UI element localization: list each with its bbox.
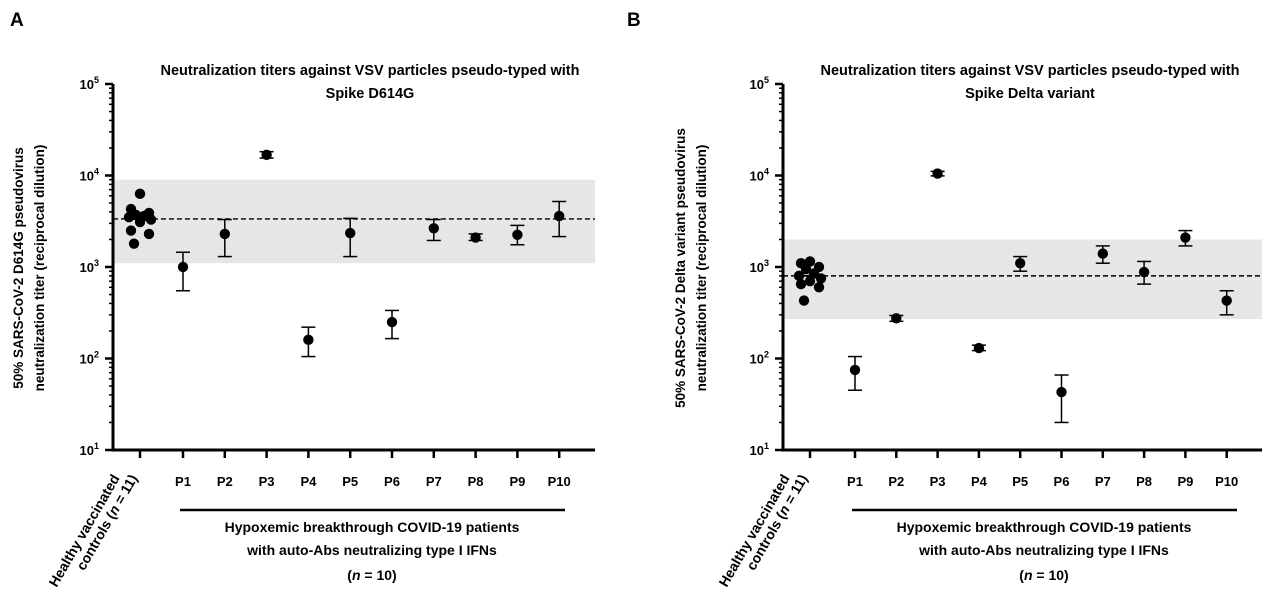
group-label-line-3: (n = 10) xyxy=(347,567,396,583)
shaded-range-layer xyxy=(783,239,1262,320)
chart-title-line-2: Spike Delta variant xyxy=(965,86,1095,102)
control-point xyxy=(125,225,137,236)
data-marks xyxy=(123,149,567,358)
patient-point xyxy=(512,229,523,240)
control-point xyxy=(815,273,827,284)
x-tick-label: P7 xyxy=(426,474,442,489)
y-tick-label: 104 xyxy=(80,167,99,184)
control-point xyxy=(143,228,155,240)
patient-point xyxy=(219,228,230,240)
control-point xyxy=(795,278,807,290)
x-tick-label: P10 xyxy=(1215,474,1238,489)
panel-label: B xyxy=(627,10,641,31)
patient-point xyxy=(1056,386,1067,398)
control-point xyxy=(798,295,810,306)
y-axis: 101 102 103 104 105 P1 P2 P3 P4 P5 P6 P7 P8 P9 P10 xyxy=(750,75,1262,489)
patient-point xyxy=(303,334,314,346)
patient-point xyxy=(1138,266,1150,278)
y-axis-label-line-2: neutralization titer (reciprocal dilutio… xyxy=(32,145,47,392)
patient-point xyxy=(261,149,272,161)
y-tick-label: 104 xyxy=(750,167,769,184)
chart-title-line-1: Neutralization titers against VSV partic… xyxy=(161,63,580,79)
panel-a: A Neutralization titers against VSV part… xyxy=(10,10,595,589)
panel-label: A xyxy=(10,10,24,31)
patient-point xyxy=(177,261,189,273)
chart-title-line-2: Spike D614G xyxy=(326,86,415,102)
y-tick-label: 102 xyxy=(80,350,99,367)
y-tick-label: 101 xyxy=(750,441,769,458)
chart-title-line-1: Neutralization titers against VSV partic… xyxy=(821,63,1240,79)
x-tick-label: P4 xyxy=(300,474,317,489)
control-point xyxy=(134,188,146,200)
x-tick-label: P1 xyxy=(847,474,863,489)
x-tick-label: P10 xyxy=(548,474,571,489)
patient-point xyxy=(1180,232,1191,243)
x-tick-label: P5 xyxy=(342,474,358,489)
y-tick-label: 105 xyxy=(750,75,769,92)
group-label-line-1: Hypoxemic breakthrough COVID-19 patients xyxy=(897,519,1192,535)
group-label-line-3: (n = 10) xyxy=(1019,567,1068,583)
x-tick-label: P9 xyxy=(1177,474,1193,489)
control-range-band xyxy=(113,179,595,264)
x-tick-label: P2 xyxy=(888,474,904,489)
x-tick-label: P8 xyxy=(1136,474,1152,489)
y-tick-label: 103 xyxy=(80,258,99,275)
group-label-line-2: with auto-Abs neutralizing type I IFNs xyxy=(918,542,1169,558)
y-axis-label-line-1: 50% SARS-CoV-2 D614G pseudovirus xyxy=(11,147,26,389)
patient-point xyxy=(891,313,902,324)
control-point xyxy=(804,275,816,287)
y-tick-label: 105 xyxy=(80,75,99,92)
patient-point xyxy=(932,168,943,179)
patient-point xyxy=(470,232,481,243)
y-tick-label: 102 xyxy=(750,350,769,367)
patient-point xyxy=(1221,295,1232,306)
x-tick-label: P2 xyxy=(217,474,233,489)
y-axis-label-line-1: 50% SARS-CoV-2 Delta variant pseudovirus xyxy=(673,128,688,408)
x-tick-label: P4 xyxy=(971,474,988,489)
x-tick-label: P9 xyxy=(509,474,525,489)
y-axis-label-line-2: neutralization titer (reciprocal dilutio… xyxy=(694,145,709,392)
data-marks xyxy=(793,168,1234,424)
patient-point xyxy=(428,223,439,234)
control-point xyxy=(123,212,135,223)
x-tick-label: P3 xyxy=(930,474,946,489)
patient-point xyxy=(1097,248,1109,259)
x-tick-label: P6 xyxy=(384,474,400,489)
x-tick-label: P7 xyxy=(1095,474,1111,489)
x-tick-label: P1 xyxy=(175,474,191,489)
x-tick-label: P6 xyxy=(1054,474,1070,489)
control-range-band xyxy=(783,239,1262,320)
patient-point xyxy=(386,316,398,328)
y-tick-label: 101 xyxy=(80,441,99,458)
shaded-range-layer xyxy=(113,179,595,264)
control-point xyxy=(813,282,825,293)
x-tick-label: P8 xyxy=(468,474,484,489)
patient-point xyxy=(849,364,861,376)
patient-point xyxy=(345,227,356,239)
group-label-line-2: with auto-Abs neutralizing type I IFNs xyxy=(246,542,497,558)
panel-b: B Neutralization titers against VSV part… xyxy=(627,10,1262,589)
group-label-line-1: Hypoxemic breakthrough COVID-19 patients xyxy=(225,519,520,535)
patient-point xyxy=(1015,258,1026,269)
patient-point xyxy=(973,342,985,354)
x-tick-label: P3 xyxy=(259,474,275,489)
control-point xyxy=(128,238,140,249)
patient-point xyxy=(554,210,565,222)
x-tick-label: P5 xyxy=(1012,474,1028,489)
control-point xyxy=(800,263,812,275)
y-axis: 101 102 103 104 105 P1 P2 P3 P4 P5 P6 P7 P8 P9 P10 xyxy=(80,75,595,489)
y-tick-label: 103 xyxy=(750,258,769,275)
